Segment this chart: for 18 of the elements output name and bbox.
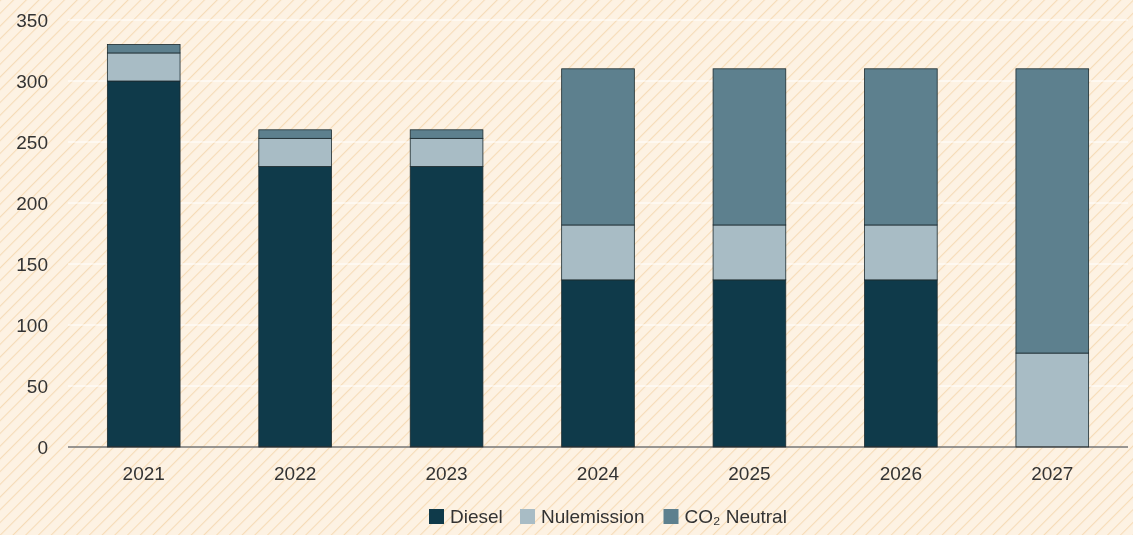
y-tick-label: 50: [26, 375, 48, 397]
x-tick-label: 2021: [122, 463, 165, 484]
y-tick-label: 200: [16, 192, 48, 214]
x-tick-label: 2024: [576, 463, 620, 484]
y-tick-label: 350: [16, 9, 48, 31]
y-tick-label: 0: [37, 436, 48, 458]
x-tick-label: 2027: [1031, 463, 1074, 484]
y-tick-label: 150: [16, 253, 48, 275]
x-tick-label: 2022: [274, 463, 317, 484]
x-tick-label: 2025: [728, 463, 771, 484]
x-tick-label: 2026: [879, 463, 922, 484]
legend-label: Nulemission: [541, 506, 645, 527]
y-tick-label: 100: [16, 314, 48, 336]
y-tick-label: 250: [16, 131, 48, 153]
legend-label: CO₂ Neutral: [684, 506, 787, 527]
x-tick-label: 2023: [425, 463, 468, 484]
legend-label: Diesel: [450, 506, 503, 527]
y-tick-label: 300: [16, 70, 48, 92]
